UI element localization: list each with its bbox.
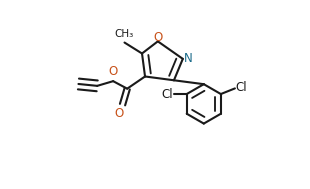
Text: N: N <box>184 52 193 65</box>
Text: Cl: Cl <box>162 88 173 101</box>
Text: CH₃: CH₃ <box>114 29 133 39</box>
Text: Cl: Cl <box>236 81 247 94</box>
Text: O: O <box>108 65 117 78</box>
Text: O: O <box>154 31 163 44</box>
Text: O: O <box>114 107 124 120</box>
